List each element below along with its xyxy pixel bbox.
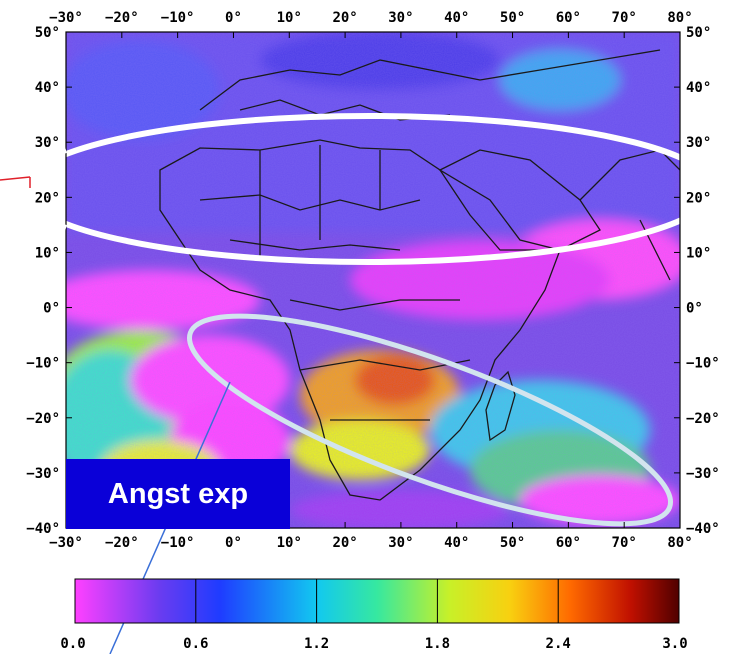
lon-tick-label-bottom: 30° xyxy=(388,535,413,551)
lat-tick-label-left: 10° xyxy=(35,245,60,261)
lat-tick-label-left: 40° xyxy=(35,80,60,96)
lon-tick-label-bottom: 20° xyxy=(332,535,357,551)
lat-tick-label-left: 50° xyxy=(35,25,60,41)
lon-tick-label-bottom: 50° xyxy=(500,535,525,551)
lat-tick-label-right: 10° xyxy=(686,245,711,261)
lon-tick-label-top: 70° xyxy=(612,10,637,26)
country-borders xyxy=(159,49,680,501)
red-pointer-line xyxy=(0,176,31,181)
lon-tick-label-bottom: 0° xyxy=(225,535,242,551)
colorbar-ticks: 0.0 0.6 1.2 1.8 2.4 3.0 xyxy=(60,579,688,652)
lat-tick-label-left: 30° xyxy=(35,135,60,151)
lon-tick-label-bottom: −20° xyxy=(105,535,139,551)
lon-tick-label-top: −30° xyxy=(49,10,83,26)
map-panel xyxy=(66,32,680,528)
lat-tick-label-right: 30° xyxy=(686,135,711,151)
angstrom-label-box xyxy=(66,459,290,529)
lat-tick-label-right: 0° xyxy=(686,301,703,317)
map-frame xyxy=(65,31,681,529)
lat-tick-label-right: 40° xyxy=(686,80,711,96)
lon-tick-label-bottom: 10° xyxy=(277,535,302,551)
lon-tick-label-bottom: 80° xyxy=(667,535,692,551)
lat-tick-label-right: −20° xyxy=(686,411,720,427)
lat-tick-label-right: −10° xyxy=(686,356,720,372)
lon-tick-label-top: 30° xyxy=(388,10,413,26)
lon-tick-label-bottom: 40° xyxy=(444,535,469,551)
lon-tick-label-top: 10° xyxy=(277,10,302,26)
map-tick-labels: −30° −20° −10° 0° 10° 20° 30° 40° 50° 60° 70° 80° −3… xyxy=(26,10,719,551)
lat-tick-label-left: −20° xyxy=(26,411,60,427)
lat-tick-label-left: −10° xyxy=(26,356,60,372)
lon-tick-label-top: −20° xyxy=(105,10,139,26)
colorbar-tick-label: 3.0 xyxy=(662,636,687,652)
lon-tick-label-top: −10° xyxy=(161,10,195,26)
colorbar-tick-label: 1.2 xyxy=(304,636,329,652)
lat-tick-label-right: −30° xyxy=(686,466,720,482)
lat-tick-label-left: −40° xyxy=(26,521,60,537)
lat-tick-label-left: 20° xyxy=(35,190,60,206)
lon-tick-label-top: 50° xyxy=(500,10,525,26)
lon-tick-label-bottom: −30° xyxy=(49,535,83,551)
colorbar-tick-label: 0.0 xyxy=(60,636,85,652)
lon-tick-label-bottom: −10° xyxy=(161,535,195,551)
dust-region-ellipse xyxy=(66,113,680,265)
lat-tick-label-right: 20° xyxy=(686,190,711,206)
lat-tick-label-right: −40° xyxy=(686,521,720,537)
lon-tick-label-bottom: 60° xyxy=(556,535,581,551)
colorbar-tick-label: 2.4 xyxy=(546,636,571,652)
lon-tick-label-top: 60° xyxy=(556,10,581,26)
angstrom-label: Angst exp xyxy=(107,478,249,510)
lon-tick-label-top: 0° xyxy=(225,10,242,26)
lon-tick-label-bottom: 70° xyxy=(612,535,637,551)
lat-tick-label-right: 50° xyxy=(686,25,711,41)
lon-tick-label-top: 20° xyxy=(332,10,357,26)
lat-tick-label-left: −30° xyxy=(26,466,60,482)
colorbar-tick-label: 0.6 xyxy=(183,636,208,652)
colorbar xyxy=(74,578,680,624)
biomass-region-ellipse xyxy=(187,313,673,527)
lon-tick-label-top: 80° xyxy=(667,10,692,26)
lat-tick-label-left: 0° xyxy=(43,301,60,317)
lon-tick-label-top: 40° xyxy=(444,10,469,26)
colorbar-tick-label: 1.8 xyxy=(425,636,450,652)
